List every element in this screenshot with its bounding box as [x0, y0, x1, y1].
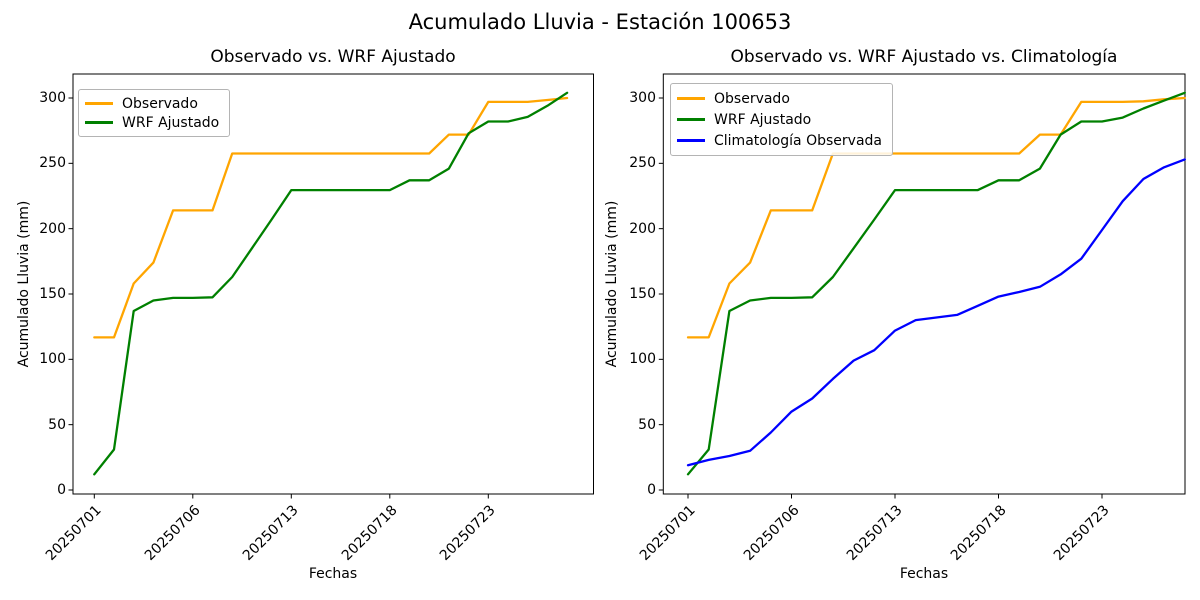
climatologia-line-swatch [677, 139, 705, 142]
legend-item-climatologia: Climatología Observada [677, 130, 882, 151]
left-x-axis-label: Fechas [308, 566, 358, 582]
legend-item-observado: Observado [85, 94, 219, 113]
legend-label: WRF Ajustado [122, 114, 220, 131]
legend-item-wrf-ajustado: WRF Ajustado [85, 113, 219, 132]
right-series-line-observado [686, 96, 1186, 339]
left-ytick-100: 100 [39, 351, 66, 368]
left-ytick-0: 0 [57, 482, 66, 498]
figure-title: Acumulado Lluvia - Estación 100653 [408, 10, 792, 34]
right-ytick-150: 150 [629, 286, 656, 302]
left-series-line-wrf-ajustado [93, 91, 569, 476]
left-ytick-250: 250 [39, 155, 66, 172]
left-ytick-50: 50 [48, 416, 66, 433]
wrf-ajustado-line-swatch [85, 121, 113, 124]
left-series-line-observado [93, 96, 569, 339]
right-ytick-0: 0 [647, 482, 656, 498]
left-chart-title: Observado vs. WRF Ajustado [210, 47, 456, 67]
right-axes-frame [662, 73, 1186, 495]
left-ytick-200: 200 [39, 220, 66, 237]
right-ytick-250: 250 [629, 155, 656, 172]
observado-line-swatch [85, 102, 113, 105]
legend-item-wrf-ajustado: WRF Ajustado [677, 109, 882, 130]
right-ytick-50: 50 [638, 416, 656, 433]
right-chart-legend: Observado WRF Ajustado Climatología Obse… [670, 83, 893, 156]
left-chart-legend: Observado WRF Ajustado [78, 89, 231, 137]
right-series-line-wrf-ajustado [686, 91, 1186, 476]
legend-item-observado: Observado [677, 88, 882, 109]
right-x-axis-label: Fechas [899, 566, 949, 582]
observado-line-swatch [677, 97, 705, 100]
legend-label: Observado [714, 90, 790, 107]
left-ytick-150: 150 [39, 286, 66, 302]
legend-label: Observado [122, 95, 198, 112]
left-ytick-300: 300 [39, 90, 66, 106]
right-series-line-climatolog-a-observada [686, 158, 1186, 467]
legend-label: WRF Ajustado [714, 111, 812, 128]
wrf-ajustado-line-swatch [677, 118, 705, 121]
right-ytick-200: 200 [629, 220, 656, 237]
right-ytick-300: 300 [629, 90, 656, 106]
legend-label: Climatología Observada [714, 132, 882, 149]
right-ytick-100: 100 [629, 351, 656, 368]
right-chart-title: Observado vs. WRF Ajustado vs. Climatolo… [730, 47, 1118, 67]
left-axes-frame [72, 73, 594, 495]
